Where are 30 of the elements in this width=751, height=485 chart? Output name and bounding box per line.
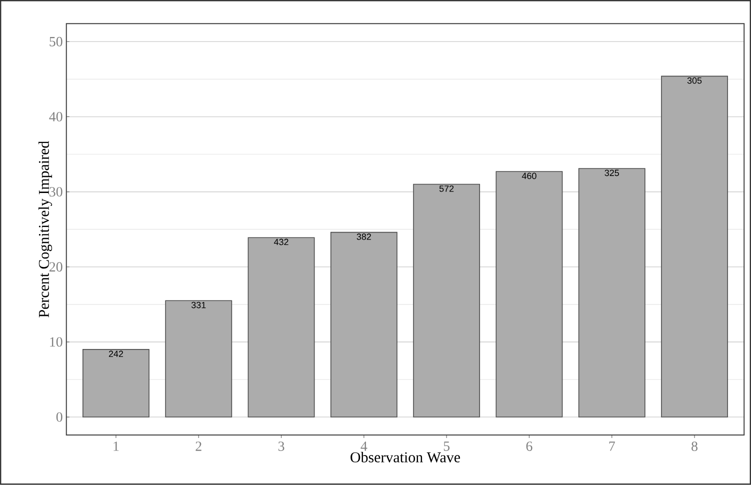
annotation: 325	[604, 170, 619, 176]
y-tick-label: 10	[50, 337, 62, 347]
annotation: 305	[687, 78, 702, 84]
annotation: 432	[274, 238, 288, 246]
x-tick-label: 7	[609, 442, 615, 451]
x-tick-label: 1	[114, 442, 119, 451]
bar	[165, 300, 232, 418]
x-axis-title: Observation Wave	[350, 452, 460, 463]
y-tick-label: 50	[50, 37, 62, 46]
annotation: 572	[439, 186, 454, 192]
annotation: 331	[191, 302, 206, 308]
x-tick-label: 3	[278, 442, 284, 452]
bar	[413, 184, 480, 418]
x-tick-label: 5	[444, 442, 450, 451]
annotation: 242	[108, 350, 123, 358]
bar	[661, 76, 728, 418]
x-tick-label: 8	[692, 442, 698, 452]
bar	[248, 237, 315, 418]
x-tick-label: 6	[526, 442, 532, 452]
x-tick-label: 2	[196, 442, 202, 451]
x-tick-label: 4	[360, 442, 368, 451]
bar	[496, 171, 563, 418]
bar	[330, 232, 398, 418]
annotation: 382	[356, 234, 371, 240]
annotation: 460	[522, 172, 536, 180]
y-tick-label: 40	[49, 112, 62, 122]
bar	[82, 349, 150, 418]
y-tick-label: 0	[56, 412, 62, 422]
bar	[578, 168, 646, 418]
y-tick-label: 30	[50, 187, 62, 197]
